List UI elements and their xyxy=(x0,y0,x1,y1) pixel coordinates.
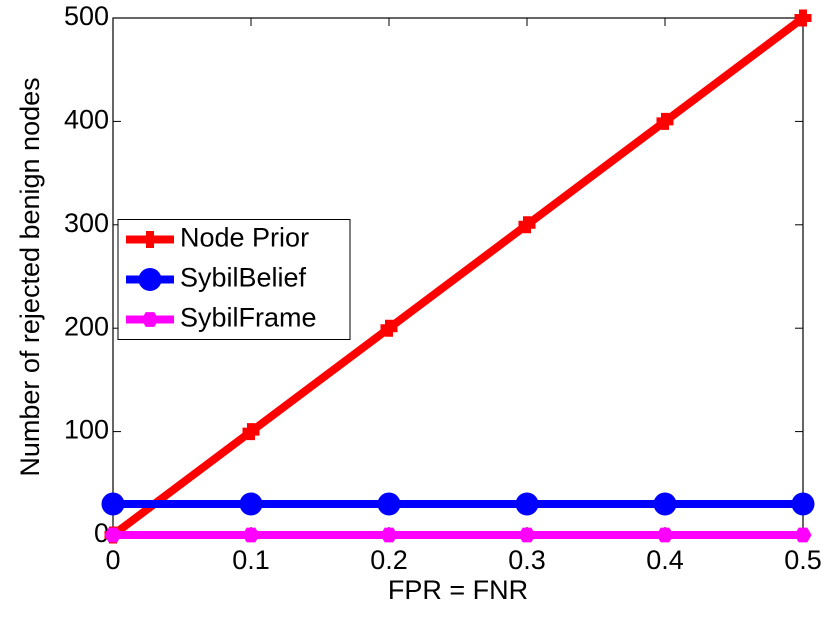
marker xyxy=(518,216,536,234)
marker xyxy=(794,527,812,543)
y-axis-label: Number of rejected benign nodes xyxy=(15,77,45,476)
marker xyxy=(794,9,812,27)
legend-label: SybilFrame xyxy=(180,303,317,333)
legend-entry: SybilBelief xyxy=(126,263,307,293)
marker xyxy=(656,527,674,543)
marker xyxy=(141,231,159,248)
x-axis-label: FPR = FNR xyxy=(388,575,528,605)
marker xyxy=(791,492,815,516)
legend-entry: SybilFrame xyxy=(126,303,317,333)
marker xyxy=(138,268,162,291)
y-tick-label: 500 xyxy=(64,1,109,31)
marker xyxy=(656,112,674,130)
x-tick-label: 0.3 xyxy=(508,545,546,575)
x-tick-label: 0.2 xyxy=(370,545,408,575)
y-tick-label: 0 xyxy=(94,518,109,548)
marker xyxy=(141,312,159,327)
x-tick-label: 0.4 xyxy=(646,545,684,575)
marker xyxy=(101,492,125,516)
marker xyxy=(242,423,260,441)
y-tick-label: 100 xyxy=(64,415,109,445)
marker xyxy=(104,527,122,543)
legend-entry: Node Prior xyxy=(126,223,309,253)
legend-label: Node Prior xyxy=(180,223,309,253)
marker xyxy=(653,492,677,516)
marker xyxy=(377,492,401,516)
marker xyxy=(242,527,260,543)
marker xyxy=(518,527,536,543)
y-tick-label: 300 xyxy=(64,208,109,238)
x-tick-label: 0.5 xyxy=(784,545,822,575)
x-tick-label: 0 xyxy=(105,545,120,575)
y-tick-label: 200 xyxy=(64,311,109,341)
legend-label: SybilBelief xyxy=(180,263,307,293)
marker xyxy=(239,492,263,516)
series-line xyxy=(110,14,806,539)
marker xyxy=(515,492,539,516)
marker xyxy=(380,527,398,543)
y-tick-label: 400 xyxy=(64,105,109,135)
x-tick-label: 0.1 xyxy=(232,545,270,575)
marker xyxy=(380,319,398,337)
